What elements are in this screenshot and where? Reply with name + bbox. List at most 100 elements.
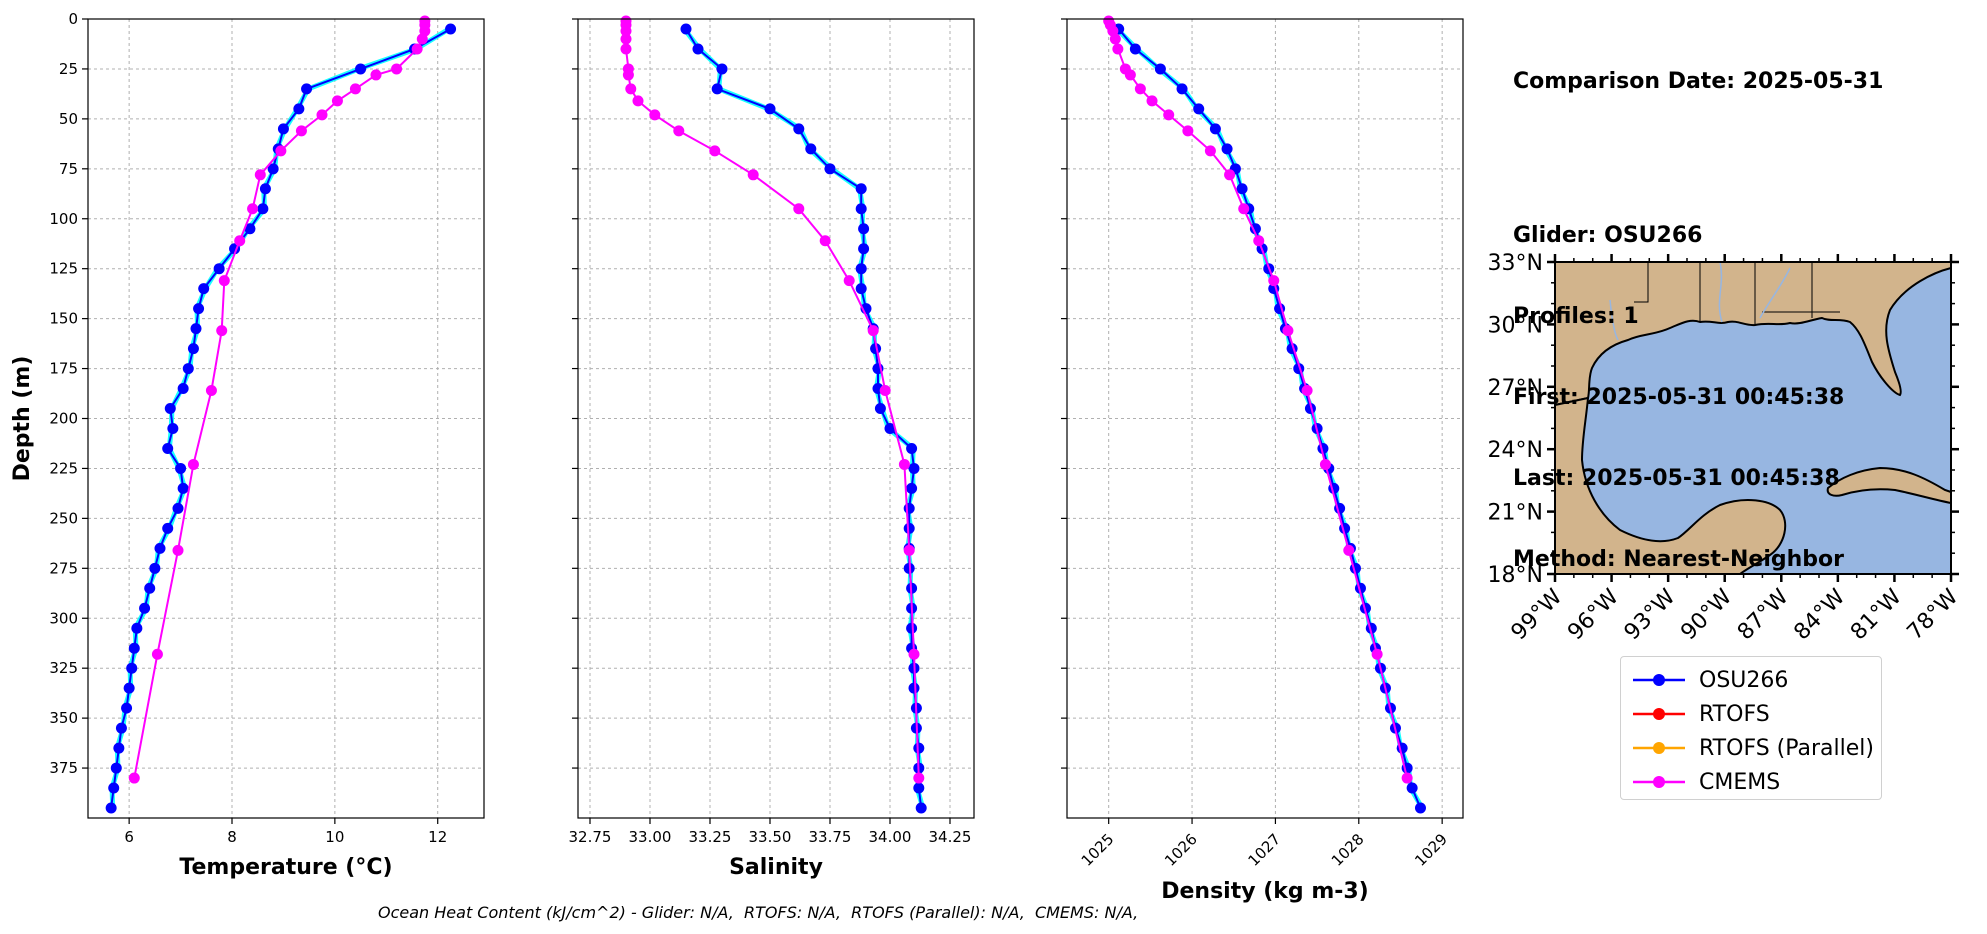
data-point [1176, 83, 1188, 95]
data-point [172, 502, 184, 514]
series-cmems [620, 15, 925, 784]
data-point [793, 203, 805, 215]
legend-label: RTOFS [1699, 701, 1770, 727]
lon-label: 78°W [1903, 584, 1964, 645]
first-time: First: 2025-05-31 00:45:38 [1513, 385, 1845, 410]
lat-label: 18°N [1488, 563, 1543, 588]
data-point [1109, 33, 1121, 45]
y-tick-label: 375 [49, 759, 78, 777]
data-point [903, 544, 915, 556]
data-point [267, 163, 279, 175]
x-tick-label: 33.50 [749, 828, 792, 846]
data-point [1112, 43, 1124, 55]
x-tick-label: 33.75 [809, 828, 852, 846]
data-point [858, 223, 870, 235]
data-point [1301, 385, 1313, 397]
y-tick-label: 25 [59, 60, 78, 78]
data-point [164, 403, 176, 415]
data-point [1163, 109, 1175, 121]
y-tick-label: 225 [49, 459, 78, 477]
x-tick-label: 33.00 [629, 828, 672, 846]
data-point [1371, 648, 1383, 660]
data-point [906, 622, 918, 634]
data-point [167, 422, 179, 434]
y-tick-label: 50 [59, 110, 78, 128]
data-point [858, 243, 870, 255]
data-point [128, 642, 140, 654]
lat-label: 21°N [1488, 501, 1543, 526]
data-point [913, 772, 925, 784]
y-tick-label: 350 [49, 709, 78, 727]
panel-density: 1025 1026 1027 1028 1029 Density (kg m-3) [1061, 15, 1464, 904]
data-point [445, 23, 457, 35]
data-point [884, 422, 896, 434]
data-point [198, 283, 210, 295]
data-point [105, 802, 117, 814]
map-borders [1634, 262, 1840, 325]
data-point [1182, 125, 1194, 137]
series-line [625, 21, 920, 779]
lat-label: 30°N [1488, 313, 1543, 338]
info-panel: Comparison Date: 2025-05-31 Glider: OSU2… [1513, 14, 1883, 600]
legend-symbol [1633, 742, 1685, 754]
data-point [213, 263, 225, 275]
data-point [1146, 95, 1158, 107]
data-point [182, 363, 194, 375]
comparison-date: Comparison Date: 2025-05-31 [1513, 69, 1884, 94]
y-axis-label: Depth (m) [10, 356, 35, 482]
data-point [370, 69, 382, 81]
data-point [625, 83, 637, 95]
data-point [416, 33, 428, 45]
legend-marker [1653, 742, 1665, 754]
x-tick-label: 8 [227, 828, 237, 846]
last-time: Last: 2025-05-31 00:45:38 [1513, 466, 1840, 491]
data-point [1319, 458, 1331, 470]
data-point [879, 385, 891, 397]
data-point [855, 283, 867, 295]
legend-item: OSU266 [1621, 663, 1881, 697]
data-point [151, 648, 163, 660]
data-point [177, 383, 189, 395]
data-point [867, 325, 879, 337]
data-point [855, 183, 867, 195]
legend-label: CMEMS [1699, 769, 1781, 795]
glider-name: Glider: OSU266 [1513, 223, 1703, 248]
x-tick-label: 1028 [1328, 830, 1368, 870]
data-point [824, 163, 836, 175]
data-point [1209, 123, 1221, 135]
data-point [244, 223, 256, 235]
y-tick-label: 200 [49, 410, 78, 428]
data-point [908, 682, 920, 694]
x-tick-label: 34.25 [929, 828, 972, 846]
x-tick-label: 1026 [1161, 830, 1201, 870]
data-point [632, 95, 644, 107]
data-point [331, 95, 343, 107]
data-point [355, 63, 367, 75]
series-line [1107, 20, 1409, 779]
data-point [1282, 325, 1294, 337]
map-land-us [1554, 261, 1952, 407]
data-point [254, 169, 266, 181]
legend-symbol [1633, 776, 1685, 788]
x-axis-label: Salinity [729, 855, 823, 880]
data-point [915, 802, 927, 814]
lat-label: 27°N [1488, 376, 1543, 401]
data-point [139, 602, 151, 614]
legend-marker [1653, 674, 1665, 686]
x-tick-label: 10 [325, 828, 344, 846]
data-point [216, 325, 228, 337]
ohc-caption: Ocean Heat Content (kJ/cm^2) - Glider: N… [378, 903, 1139, 922]
data-point [906, 442, 918, 454]
panel-temperature: 0 25 50 75 100 125 150 175 200 225 250 275 300 325 350… [10, 10, 485, 880]
data-point [154, 542, 166, 554]
map-rivers [1609, 261, 1791, 341]
profiles-count: Profiles: 1 [1513, 304, 1639, 329]
data-point [115, 722, 127, 734]
series-line [685, 28, 923, 809]
data-point [680, 23, 692, 35]
data-point [162, 522, 174, 534]
legend-item: CMEMS [1621, 765, 1881, 799]
y-tick-label: 0 [68, 10, 78, 28]
data-point [898, 458, 910, 470]
series-cmems [1103, 15, 1413, 784]
